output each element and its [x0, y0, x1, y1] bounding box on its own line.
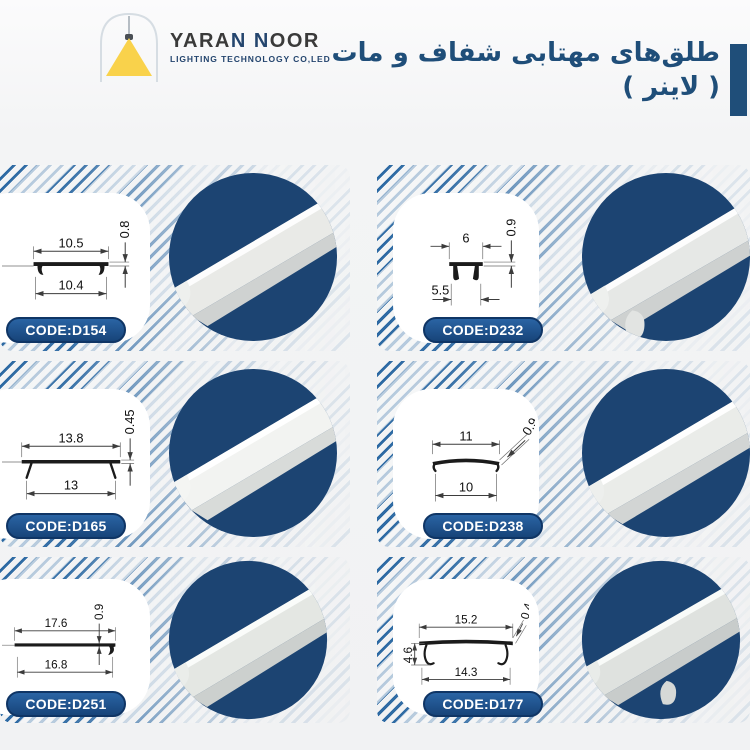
code-badge: CODE:D177 [423, 691, 543, 717]
code-badge: CODE:D154 [6, 317, 126, 343]
dim-top: 17.6 [45, 617, 68, 630]
profile-photo [168, 368, 338, 538]
dim-top: 11 [459, 428, 472, 443]
profile-drawing-d238: 11 10 0.9 [432, 415, 535, 502]
brand-name: YARAN NOOR [170, 30, 320, 52]
product-cell-d177: 15.2 14.3 0.4 4.6 CODE:D177 [377, 557, 750, 723]
dim-side: 0.8 [117, 221, 132, 239]
product-cell-d154: 10.5 10.4 0.8 CODE:D154 [0, 165, 350, 351]
title-accent-bar [730, 44, 747, 116]
product-cell-d232: 6 5.5 0.9 CODE:D232 [377, 165, 750, 351]
dim-side: 0.4 [518, 601, 529, 621]
dim-side: 0.9 [503, 219, 518, 237]
dim-side: 0.9 [93, 604, 106, 620]
dim-bottom: 16.8 [45, 659, 68, 672]
profile-drawing-d165: 13.8 13 0.45 [2, 410, 137, 500]
product-cell-d251: 17.6 16.8 0.9 CODE:D251 [0, 557, 350, 723]
lamp-icon [100, 12, 158, 82]
profile-photo [582, 173, 750, 341]
profile-drawing-d154: 10.5 10.4 0.8 [2, 221, 132, 300]
profile-drawing-d232: 6 5.5 0.9 [430, 219, 518, 306]
profile-photo [168, 560, 328, 720]
product-cell-d165: 13.8 13 0.45 CODE:D165 [0, 361, 350, 547]
page-title: طلق‌های مهتابی شفاف و مات ( لاینر ) [331, 36, 750, 116]
dim-bottom: 5.5 [431, 283, 449, 298]
page-title-line2: ( لاینر ) [622, 72, 720, 102]
dim-bottom: 10.4 [59, 278, 84, 293]
dim-height: 4.6 [403, 647, 415, 663]
dim-bottom: 14.3 [455, 666, 478, 679]
dim-bottom: 10 [459, 480, 473, 495]
profile-photo [581, 560, 741, 720]
dim-top: 13.8 [59, 430, 84, 445]
dim-top: 10.5 [59, 235, 84, 250]
code-badge: CODE:D165 [6, 513, 126, 539]
brand-subtitle: LIGHTING TECHNOLOGY CO,LED [170, 54, 331, 64]
dim-bottom: 13 [64, 478, 78, 493]
profile-drawing-d177: 15.2 14.3 0.4 4.6 [403, 601, 529, 685]
code-badge: CODE:D232 [423, 317, 543, 343]
profile-photo [168, 172, 338, 342]
product-cell-d238: 11 10 0.9 CODE:D238 [377, 361, 750, 547]
profile-photo [582, 369, 750, 537]
dim-side: 0.45 [122, 410, 137, 435]
profile-drawing-d251: 17.6 16.8 0.9 [2, 604, 116, 678]
code-badge: CODE:D251 [6, 691, 126, 717]
code-badge: CODE:D238 [423, 513, 543, 539]
brand-logo: YARAN NOOR LIGHTING TECHNOLOGY CO,LED [96, 8, 331, 86]
dim-top: 6 [462, 230, 469, 245]
page-title-line1: طلق‌های مهتابی شفاف و مات [331, 38, 720, 68]
dim-side: 0.9 [519, 415, 535, 438]
dim-top: 15.2 [455, 614, 478, 627]
